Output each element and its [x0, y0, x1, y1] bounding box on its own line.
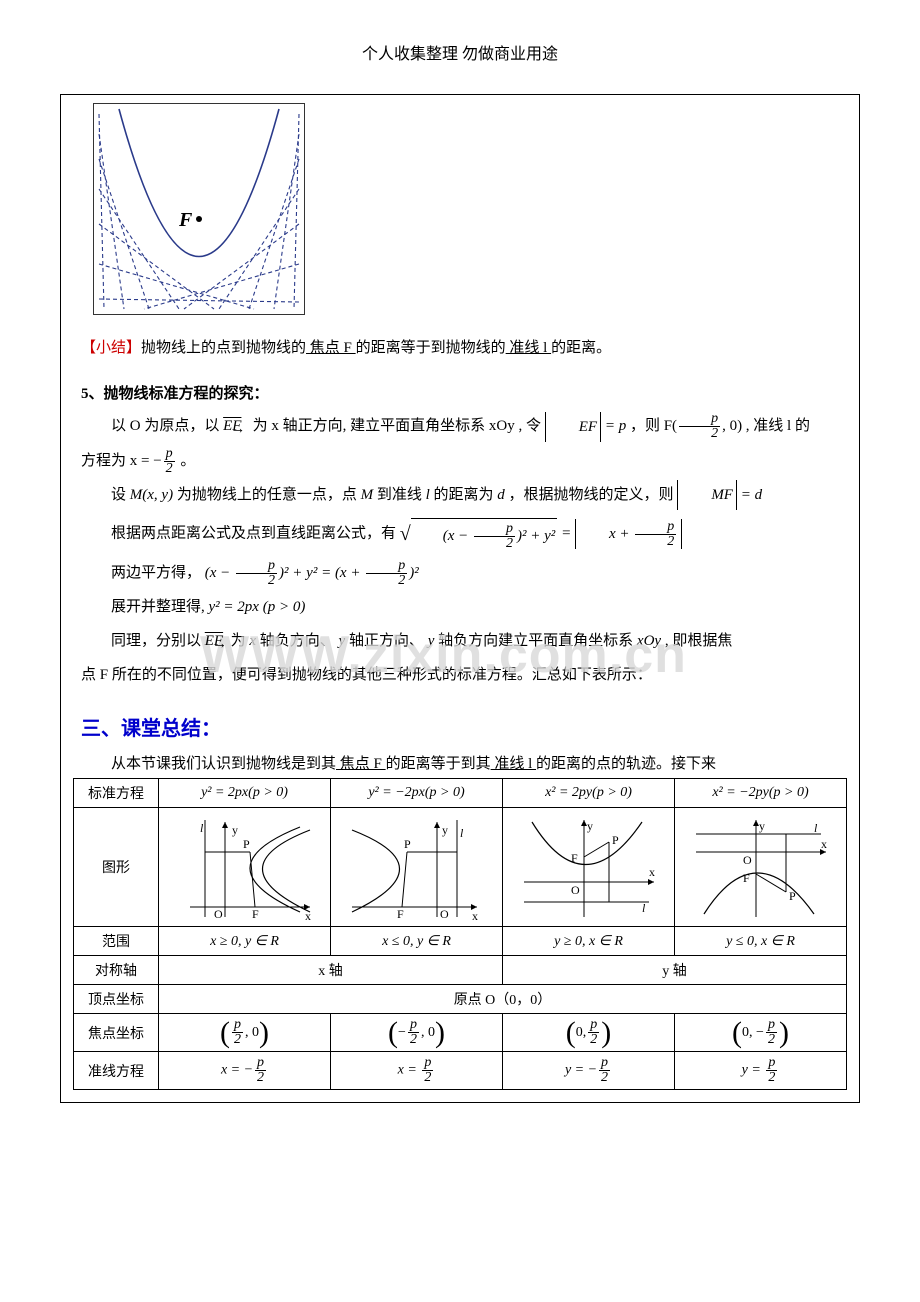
svg-text:F: F — [178, 209, 193, 231]
content-box: F 【小结】抛物线上的点到抛物线的 焦点 F 的距离等于到抛物线的 准线 l 的… — [60, 94, 860, 1103]
svg-text:x: x — [472, 909, 478, 922]
dir-2: x = p2 — [331, 1052, 503, 1090]
svg-text:l: l — [814, 821, 818, 835]
eq-2: y² = −2px(p > 0) — [331, 779, 503, 808]
s5-p5: 展开并整理得, y² = 2px (p > 0) — [81, 592, 839, 622]
svg-text:P: P — [612, 833, 619, 847]
axis-x: x 轴 — [159, 956, 503, 985]
eq-1: y² = 2px(p > 0) — [159, 779, 331, 808]
dir-1: x = −p2 — [159, 1052, 331, 1090]
svg-text:O: O — [440, 907, 449, 921]
table-row: 焦点坐标 (p2, 0) (−p2, 0) (0, p2) (0, −p2) — [74, 1014, 847, 1052]
svg-text:x: x — [305, 909, 311, 922]
vertex-cell: 原点 O（0，0） — [159, 985, 847, 1014]
graph-4: P F y x O l — [675, 808, 847, 927]
dir-3: y = −p2 — [503, 1052, 675, 1090]
svg-text:y: y — [232, 823, 238, 837]
svg-text:l: l — [642, 901, 646, 915]
table-row: 顶点坐标 原点 O（0，0） — [74, 985, 847, 1014]
svg-text:O: O — [743, 853, 752, 867]
table-intro: 从本节课我们认识到抛物线是到其 焦点 F 的距离等于到其 准线 l 的距离的点的… — [81, 751, 839, 778]
svg-text:y: y — [759, 819, 765, 833]
dir-4: y = p2 — [675, 1052, 847, 1090]
svg-text:P: P — [404, 837, 411, 851]
table-row: 准线方程 x = −p2 x = p2 y = −p2 y = p2 — [74, 1052, 847, 1090]
section3-title: 三、课堂总结： — [81, 712, 839, 741]
svg-text:F: F — [397, 907, 404, 921]
svg-text:O: O — [214, 907, 223, 921]
axis-y: y 轴 — [503, 956, 847, 985]
svg-text:y: y — [442, 823, 448, 837]
row-vertex: 顶点坐标 — [74, 985, 159, 1014]
focus-1: (p2, 0) — [159, 1014, 331, 1052]
svg-text:O: O — [571, 883, 580, 897]
row-range: 范围 — [74, 927, 159, 956]
svg-text:l: l — [460, 826, 464, 840]
s5-p3: 根据两点距离公式及点到直线距离公式，有 √ (x − p2)² + y² = x… — [81, 514, 839, 554]
svg-text:F: F — [743, 871, 750, 885]
graph-2: P l y x O F — [331, 808, 503, 927]
focus-2: (−p2, 0) — [331, 1014, 503, 1052]
svg-text:P: P — [243, 837, 250, 851]
focus-4: (0, −p2) — [675, 1014, 847, 1052]
page-header: 个人收集整理 勿做商业用途 — [60, 40, 860, 64]
svg-text:F: F — [252, 907, 259, 921]
graph-1: P l y x O F — [159, 808, 331, 927]
table-row: 范围 x ≥ 0, y ∈ R x ≤ 0, y ∈ R y ≥ 0, x ∈ … — [74, 927, 847, 956]
svg-text:x: x — [649, 865, 655, 879]
row-graph: 图形 — [74, 808, 159, 927]
svg-text:P: P — [789, 889, 796, 903]
svg-text:l: l — [200, 821, 204, 835]
s5-p1b: 方程为 x = −p2 。 — [81, 446, 839, 476]
summary-line: 【小结】抛物线上的点到抛物线的 焦点 F 的距离等于到抛物线的 准线 l 的距离… — [81, 335, 839, 362]
svg-text:y: y — [587, 819, 593, 833]
s5-p6: 同理，分别以 EF→ 为 x 轴负方向、 y 轴正方向、 y 轴负方向建立平面直… — [81, 626, 839, 656]
page: 个人收集整理 勿做商业用途 — [0, 0, 920, 1143]
row-focus: 焦点坐标 — [74, 1014, 159, 1052]
s5-p4: 两边平方得， (x − p2)² + y² = (x + p2)² — [81, 558, 839, 588]
graph-3: P F y x O l — [503, 808, 675, 927]
eq-3: x² = 2py(p > 0) — [503, 779, 675, 808]
summary-label: 【小结】 — [81, 340, 141, 356]
parabola-envelope-figure: F — [93, 103, 305, 315]
table-row: 对称轴 x 轴 y 轴 — [74, 956, 847, 985]
section5-title: 5、抛物线标准方程的探究： — [81, 382, 839, 403]
eq-4: x² = −2py(p > 0) — [675, 779, 847, 808]
s5-p7: 点 F 所在的不同位置，便可得到抛物线的其他三种形式的标准方程。汇总如下表所示： — [81, 660, 839, 690]
focus-3: (0, p2) — [503, 1014, 675, 1052]
s5-p1: 以 O 为原点，以 EF→ 为 x 轴正方向, 建立平面直角坐标系 xOy , … — [81, 411, 839, 442]
row-axis: 对称轴 — [74, 956, 159, 985]
row-std-eq: 标准方程 — [74, 779, 159, 808]
s5-p2: 设 M(x, y) 为抛物线上的任意一点，点 M 到准线 l 的距离为 d ，根… — [81, 480, 839, 511]
svg-text:F: F — [571, 851, 578, 865]
table-row: 标准方程 y² = 2px(p > 0) y² = −2px(p > 0) x²… — [74, 779, 847, 808]
table-row: 图形 P l y — [74, 808, 847, 927]
svg-text:x: x — [821, 837, 827, 851]
row-directrix: 准线方程 — [74, 1052, 159, 1090]
parabola-summary-table: 标准方程 y² = 2px(p > 0) y² = −2px(p > 0) x²… — [73, 778, 847, 1090]
